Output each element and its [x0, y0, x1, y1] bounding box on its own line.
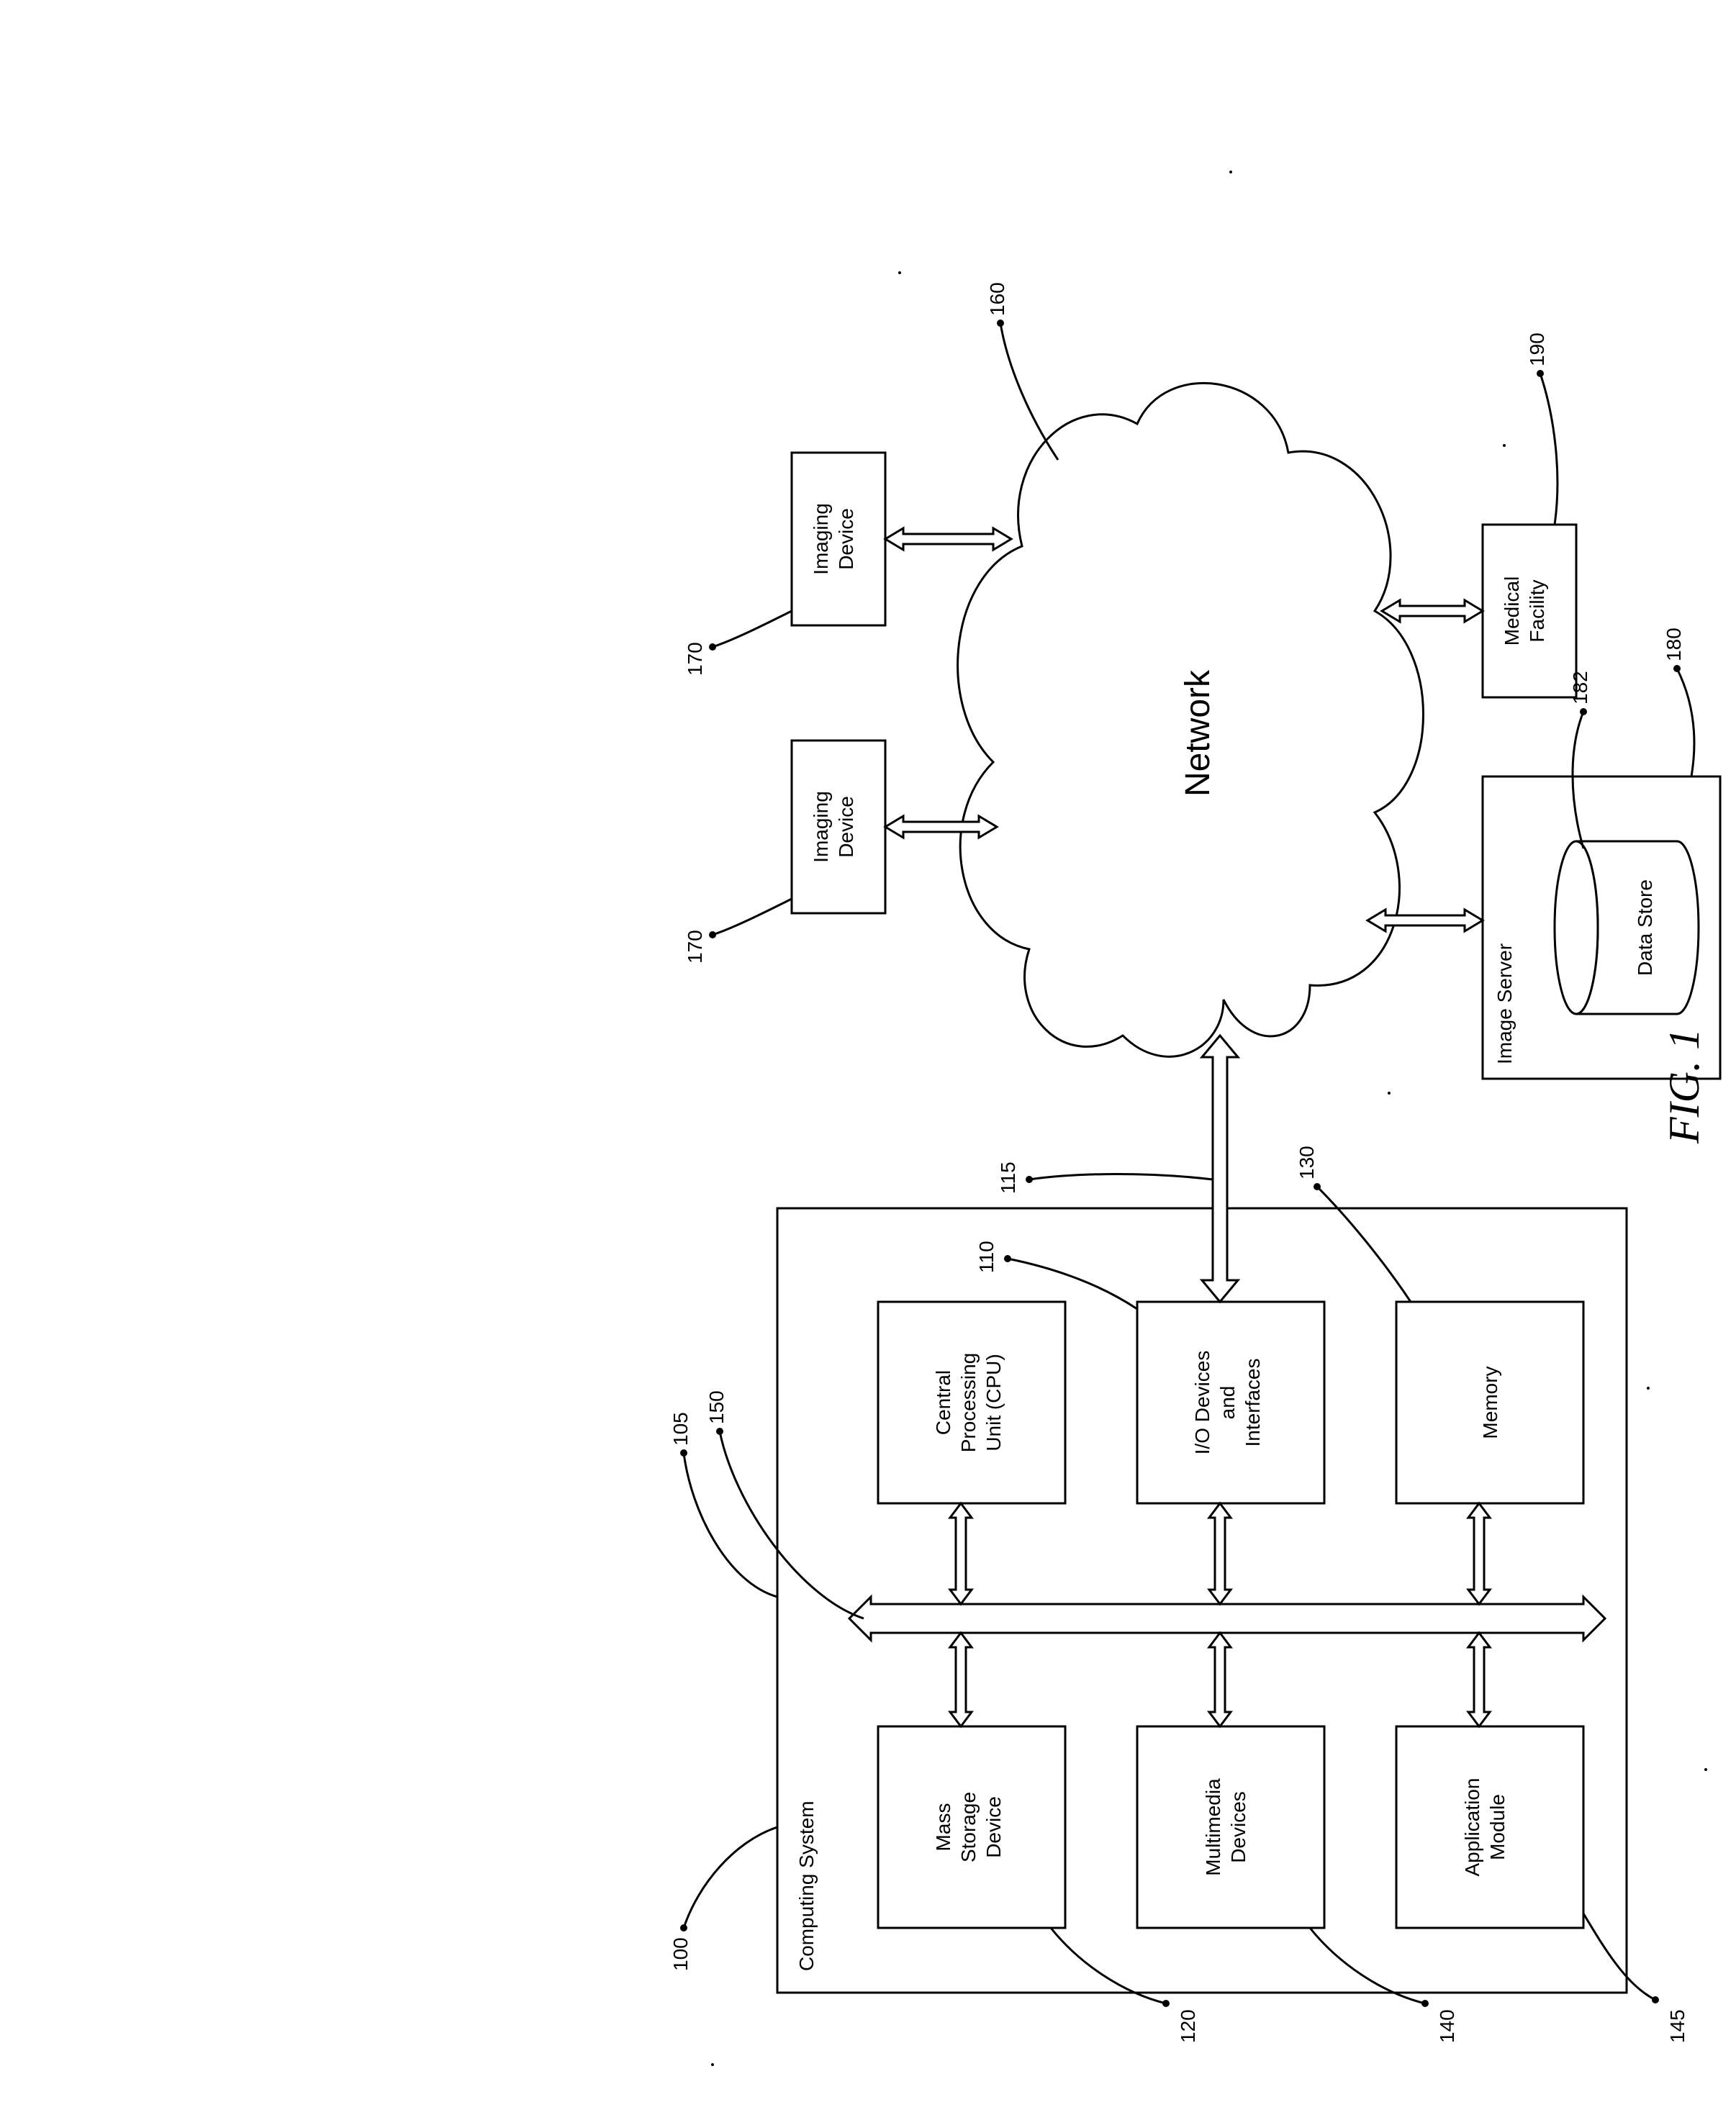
svg-text:Imaging: Imaging	[810, 503, 832, 575]
ref-100: 100	[669, 1937, 692, 1971]
svg-text:Medical: Medical	[1501, 576, 1523, 646]
ref-105: 105	[669, 1412, 692, 1446]
network-label: Network	[1179, 669, 1217, 797]
ref-150: 150	[705, 1390, 728, 1424]
ref-115: 115	[997, 1161, 1019, 1194]
svg-text:Imaging: Imaging	[810, 791, 832, 863]
svg-text:Central: Central	[932, 1370, 954, 1435]
ref-170a: 170	[684, 930, 706, 964]
ref-145: 145	[1666, 2009, 1688, 2043]
svg-text:Facility: Facility	[1526, 579, 1548, 642]
ref-182: 182	[1569, 671, 1591, 705]
computing-system-title: Computing System	[795, 1801, 818, 1971]
ref-170b: 170	[684, 642, 706, 676]
svg-text:Storage: Storage	[957, 1792, 980, 1862]
svg-text:Device: Device	[982, 1796, 1005, 1858]
image-server-title: Image Server	[1493, 943, 1516, 1064]
svg-text:and: and	[1216, 1386, 1239, 1420]
svg-text:Module: Module	[1486, 1794, 1509, 1860]
svg-text:Memory: Memory	[1479, 1366, 1501, 1439]
data-store	[1555, 841, 1699, 1014]
ref-120: 120	[1177, 2009, 1199, 2043]
ref-110: 110	[975, 1241, 998, 1273]
ref-130: 130	[1296, 1146, 1318, 1179]
svg-text:Devices: Devices	[1227, 1791, 1249, 1863]
svg-text:Processing: Processing	[957, 1353, 980, 1453]
ref-140: 140	[1436, 2009, 1458, 2043]
svg-text:Device: Device	[835, 508, 857, 570]
svg-text:Application: Application	[1461, 1778, 1483, 1877]
ref-180: 180	[1663, 628, 1685, 661]
svg-text:Data Store: Data Store	[1634, 879, 1656, 976]
ref-190: 190	[1526, 332, 1548, 366]
figure-label: FIG. 1	[1660, 1028, 1708, 1144]
svg-text:Device: Device	[835, 796, 857, 858]
svg-text:Interfaces: Interfaces	[1242, 1359, 1264, 1447]
svg-text:Unit (CPU): Unit (CPU)	[982, 1354, 1005, 1451]
svg-text:Mass: Mass	[932, 1803, 954, 1852]
svg-text:Multimedia: Multimedia	[1202, 1778, 1224, 1876]
ref-160: 160	[986, 282, 1008, 316]
svg-text:I/O Devices: I/O Devices	[1191, 1351, 1213, 1455]
